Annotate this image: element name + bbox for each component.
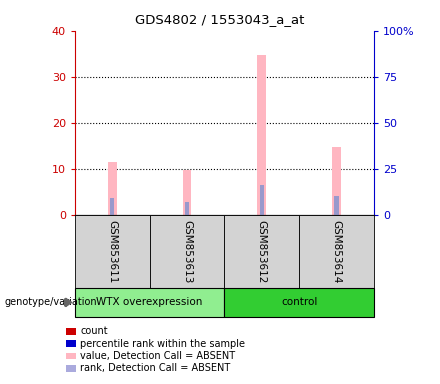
Text: rank, Detection Call = ABSENT: rank, Detection Call = ABSENT (80, 363, 230, 373)
Bar (110, 198, 114, 215)
Text: GDS4802 / 1553043_a_at: GDS4802 / 1553043_a_at (136, 13, 304, 26)
Text: GSM853613: GSM853613 (182, 220, 192, 283)
Text: percentile rank within the sample: percentile rank within the sample (80, 339, 245, 349)
Bar (185, 202, 189, 215)
Text: genotype/variation: genotype/variation (4, 297, 97, 308)
Text: GSM853611: GSM853611 (107, 220, 117, 283)
Bar (108, 162, 117, 215)
Bar (183, 170, 191, 215)
Text: GSM853612: GSM853612 (257, 220, 267, 283)
Text: control: control (281, 297, 317, 308)
Bar (332, 147, 341, 215)
Text: count: count (80, 326, 108, 336)
Text: value, Detection Call = ABSENT: value, Detection Call = ABSENT (80, 351, 235, 361)
Bar (260, 185, 264, 215)
Text: WTX overexpression: WTX overexpression (96, 297, 203, 308)
Text: GSM853614: GSM853614 (332, 220, 341, 283)
Bar (334, 197, 339, 215)
Bar (257, 55, 266, 215)
